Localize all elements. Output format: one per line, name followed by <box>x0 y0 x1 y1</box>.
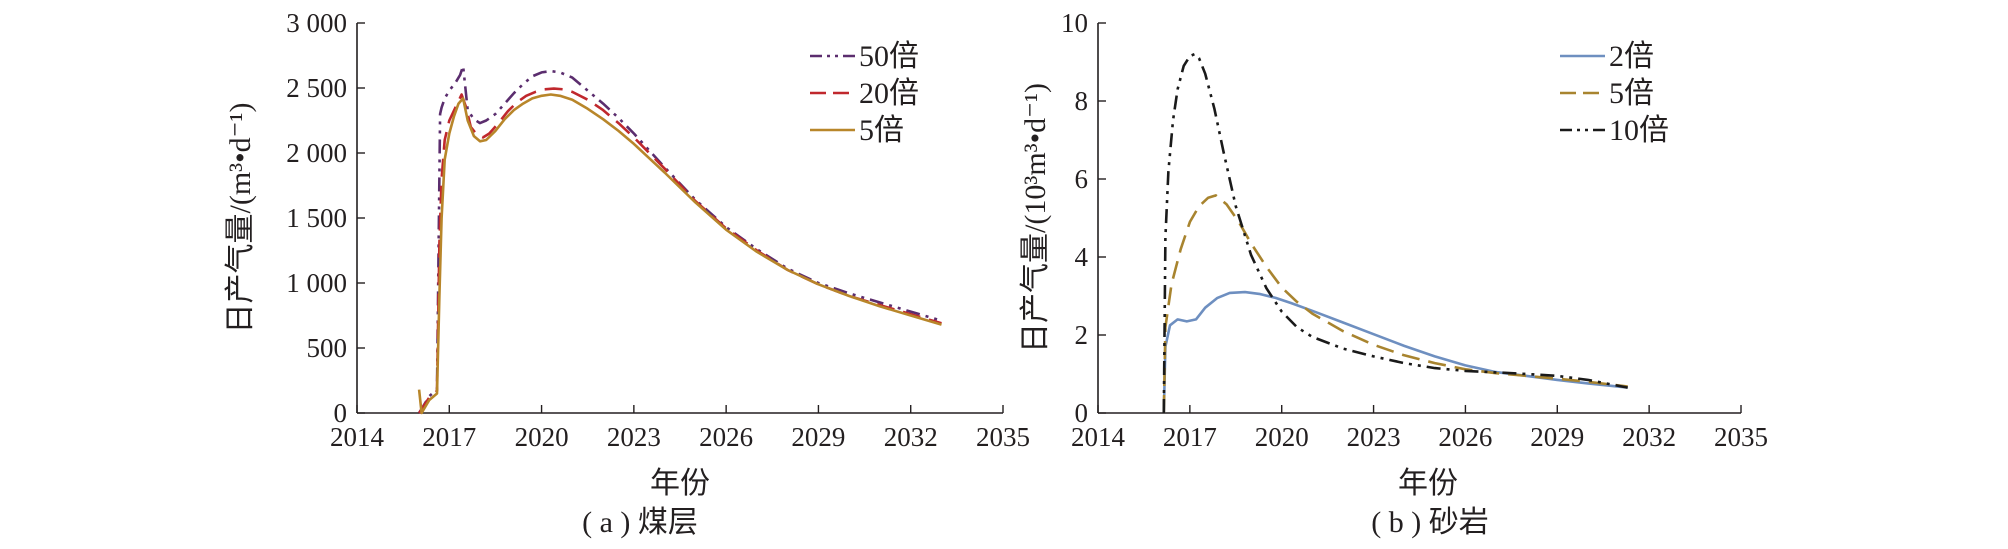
series-line-5倍 <box>417 93 942 415</box>
legend-label: 50倍 <box>859 40 919 73</box>
series-line-2倍 <box>1162 290 1628 414</box>
legend-label: 5倍 <box>1609 77 1654 110</box>
panel-caption: ( b ) 砂岩 <box>1371 506 1488 539</box>
y-tick-label: 8 <box>1075 86 1089 116</box>
x-tick-label: 2026 <box>699 422 753 452</box>
x-tick-label: 2014 <box>330 422 385 452</box>
x-tick-label: 2029 <box>1530 422 1584 452</box>
y-tick-label: 1 000 <box>286 268 347 298</box>
legend-label: 2倍 <box>1609 40 1654 73</box>
series-line-50倍 <box>417 64 942 414</box>
y-tick-label: 3 000 <box>286 8 347 38</box>
x-tick-label: 2017 <box>422 422 476 452</box>
x-tick-label: 2020 <box>515 422 569 452</box>
x-tick-label: 2035 <box>1714 422 1768 452</box>
y-tick-label: 4 <box>1075 242 1089 272</box>
x-tick-label: 2026 <box>1438 422 1492 452</box>
y-tick-label: 2 <box>1075 320 1089 350</box>
x-axis-title: 年份 <box>1398 467 1458 500</box>
x-tick-label: 2035 <box>976 422 1030 452</box>
panel-b-sandstone: 2014 2017 2020 2023 2026 2029 2032 2035 0 2 4 6 8 10 年… <box>1019 8 1768 539</box>
y-tick-label: 2 000 <box>286 138 347 168</box>
panel-a-coal-seam: 2014 2017 2020 2023 2026 2029 2032 2035 0 500 1 00… <box>224 8 1030 539</box>
y-tick-label: 10 <box>1061 8 1088 38</box>
y-tick-label: 6 <box>1075 164 1089 194</box>
panel-caption: ( a ) 煤层 <box>582 506 698 539</box>
y-tick-label: 0 <box>334 398 348 428</box>
y-tick-label: 1 500 <box>286 203 347 233</box>
legend-label: 10倍 <box>1609 114 1669 147</box>
legend-label: 20倍 <box>859 77 919 110</box>
x-tick-label: 2020 <box>1255 422 1309 452</box>
y-axis-title: 日产气量/(10³m³•d⁻¹) <box>1019 83 1052 353</box>
x-axis-title: 年份 <box>650 467 710 500</box>
y-tick-label: 500 <box>307 333 348 363</box>
series-line-20倍 <box>418 87 942 414</box>
x-tick-label: 2014 <box>1071 422 1126 452</box>
x-tick-label: 2023 <box>1347 422 1401 452</box>
x-tick-label: 2032 <box>1622 422 1676 452</box>
x-tick-label: 2017 <box>1163 422 1217 452</box>
y-axis-title: 日产气量/(m³•d⁻¹) <box>224 103 257 334</box>
y-tick-label: 0 <box>1075 398 1089 428</box>
legend-label: 5倍 <box>859 114 904 147</box>
x-tick-label: 2023 <box>607 422 661 452</box>
x-tick-label: 2029 <box>791 422 845 452</box>
x-tick-label: 2032 <box>884 422 938 452</box>
y-tick-label: 2 500 <box>286 73 347 103</box>
series-line-10倍 <box>1162 52 1628 414</box>
